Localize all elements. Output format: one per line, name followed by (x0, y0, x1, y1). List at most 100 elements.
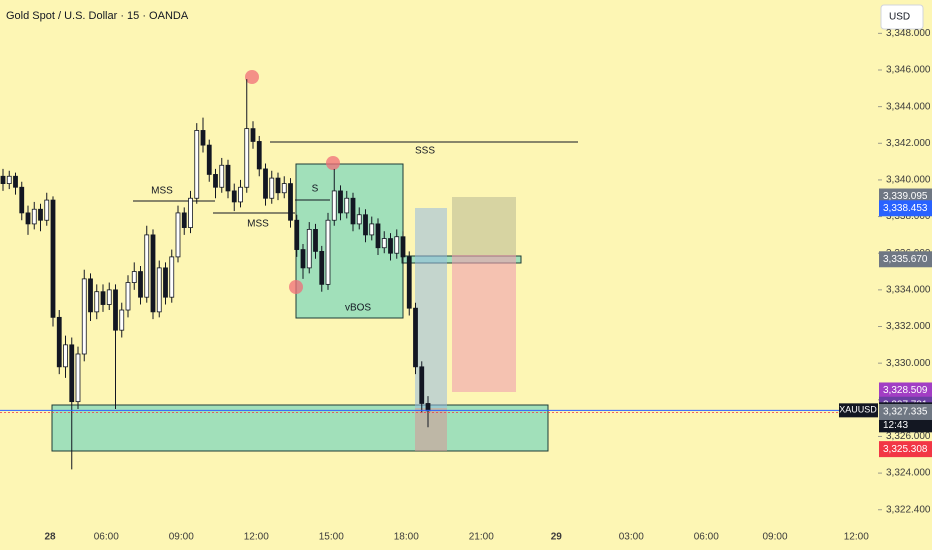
candle-body (69, 344, 75, 403)
price-tag (879, 441, 932, 458)
candle-body (175, 212, 181, 258)
x-tick-label: 28 (44, 532, 56, 543)
candle-body (331, 190, 337, 221)
candle-body (50, 199, 56, 318)
candle-body (169, 256, 175, 298)
candle-body (363, 214, 368, 236)
y-tick-label: 3,344.000 (886, 101, 931, 112)
price-tag (879, 251, 932, 268)
annotation: S (312, 184, 319, 195)
y-tick-label: 3,324.000 (886, 468, 931, 479)
candle-body (63, 344, 68, 368)
candle-body (288, 183, 293, 221)
price-tag-label: 3,339.095 (883, 191, 928, 202)
y-tick-label: 3,338.000 (886, 211, 931, 222)
candle-body (400, 236, 406, 258)
candle-body (388, 238, 393, 254)
candle-body (138, 271, 143, 298)
candle-body (200, 130, 206, 146)
candle-body (225, 164, 231, 192)
candle-body (206, 144, 212, 175)
candle-body (106, 289, 112, 305)
candle-body (356, 214, 362, 225)
y-tick-label: 3,334.000 (886, 285, 931, 296)
y-tick-label: 3,330.000 (886, 358, 931, 369)
candle-body (100, 291, 106, 305)
candle-body (256, 141, 262, 170)
x-tick-label: 12:00 (244, 532, 269, 543)
position-target (452, 197, 516, 255)
marker (245, 70, 259, 84)
annotation: MSS (151, 186, 173, 197)
candle-body (163, 267, 168, 298)
price-tag-label: 3,328.509 (883, 385, 928, 396)
price-tag-label: 3,327.335 (883, 407, 928, 418)
position-stop (452, 255, 516, 392)
price-tag (879, 200, 932, 217)
y-tick-label: 3,340.000 (886, 175, 931, 186)
marker (289, 280, 303, 294)
candle-body (338, 190, 343, 214)
candle-body (263, 168, 268, 199)
candle-body (300, 249, 306, 269)
y-tick-label: 3,322.400 (886, 504, 931, 515)
candle-body (0, 175, 6, 184)
candle-body (213, 174, 218, 188)
candle-body (119, 309, 125, 331)
candle-body (344, 197, 350, 214)
candle-body (244, 128, 250, 188)
candle-body (319, 250, 325, 285)
candle-body (31, 208, 37, 225)
demand-zone (51, 404, 549, 452)
annotation: vBOS (345, 303, 371, 314)
candle-body (6, 175, 12, 184)
currency-button[interactable] (880, 4, 924, 30)
candle-body (188, 197, 193, 228)
annotation: MSS (247, 219, 269, 230)
x-tick-label: 18:00 (394, 532, 419, 543)
candle-body (306, 229, 312, 269)
x-tick-label: 06:00 (94, 532, 119, 543)
candle-body (394, 236, 400, 254)
candle-body (56, 316, 62, 368)
candle-body (231, 190, 237, 203)
price-tag (879, 382, 932, 399)
y-tick-label: 3,348.000 (886, 28, 931, 39)
x-tick-label: 09:00 (169, 532, 194, 543)
candle-body (419, 366, 425, 404)
currency[interactable]: USD (889, 12, 910, 23)
candle-body (369, 223, 375, 236)
candle-body (281, 183, 287, 194)
price-tag (879, 403, 932, 420)
candle-body (219, 164, 225, 188)
candle-body (413, 307, 418, 368)
price-tag-label: 3,325.308 (883, 444, 928, 455)
candle-body (238, 186, 243, 203)
symbol-tag (839, 403, 878, 418)
x-tick-label: 29 (551, 532, 563, 543)
candle-body (325, 219, 331, 285)
candle-body (275, 177, 281, 194)
position-stop (415, 408, 447, 451)
candle-body (44, 199, 50, 221)
x-tick-label: 15:00 (319, 532, 344, 543)
candle-body (144, 234, 150, 298)
symbol: XAUUSD (839, 405, 877, 415)
drawings (51, 70, 578, 452)
price-tag-label: 3,338.453 (883, 203, 928, 214)
marker (326, 156, 340, 170)
annotation: SSS (415, 146, 435, 157)
x-tick-label: 12:00 (844, 532, 869, 543)
candle-body (81, 278, 87, 355)
candle-body (350, 197, 356, 225)
x-tick-label: 09:00 (762, 532, 787, 543)
candle-body (125, 282, 131, 311)
candle-body (406, 256, 412, 309)
candle-body (269, 177, 275, 199)
x-tick-label: 21:00 (469, 532, 494, 543)
candle-body (131, 271, 137, 283)
candles (0, 79, 431, 470)
y-tick-label: 3,342.000 (886, 138, 931, 149)
